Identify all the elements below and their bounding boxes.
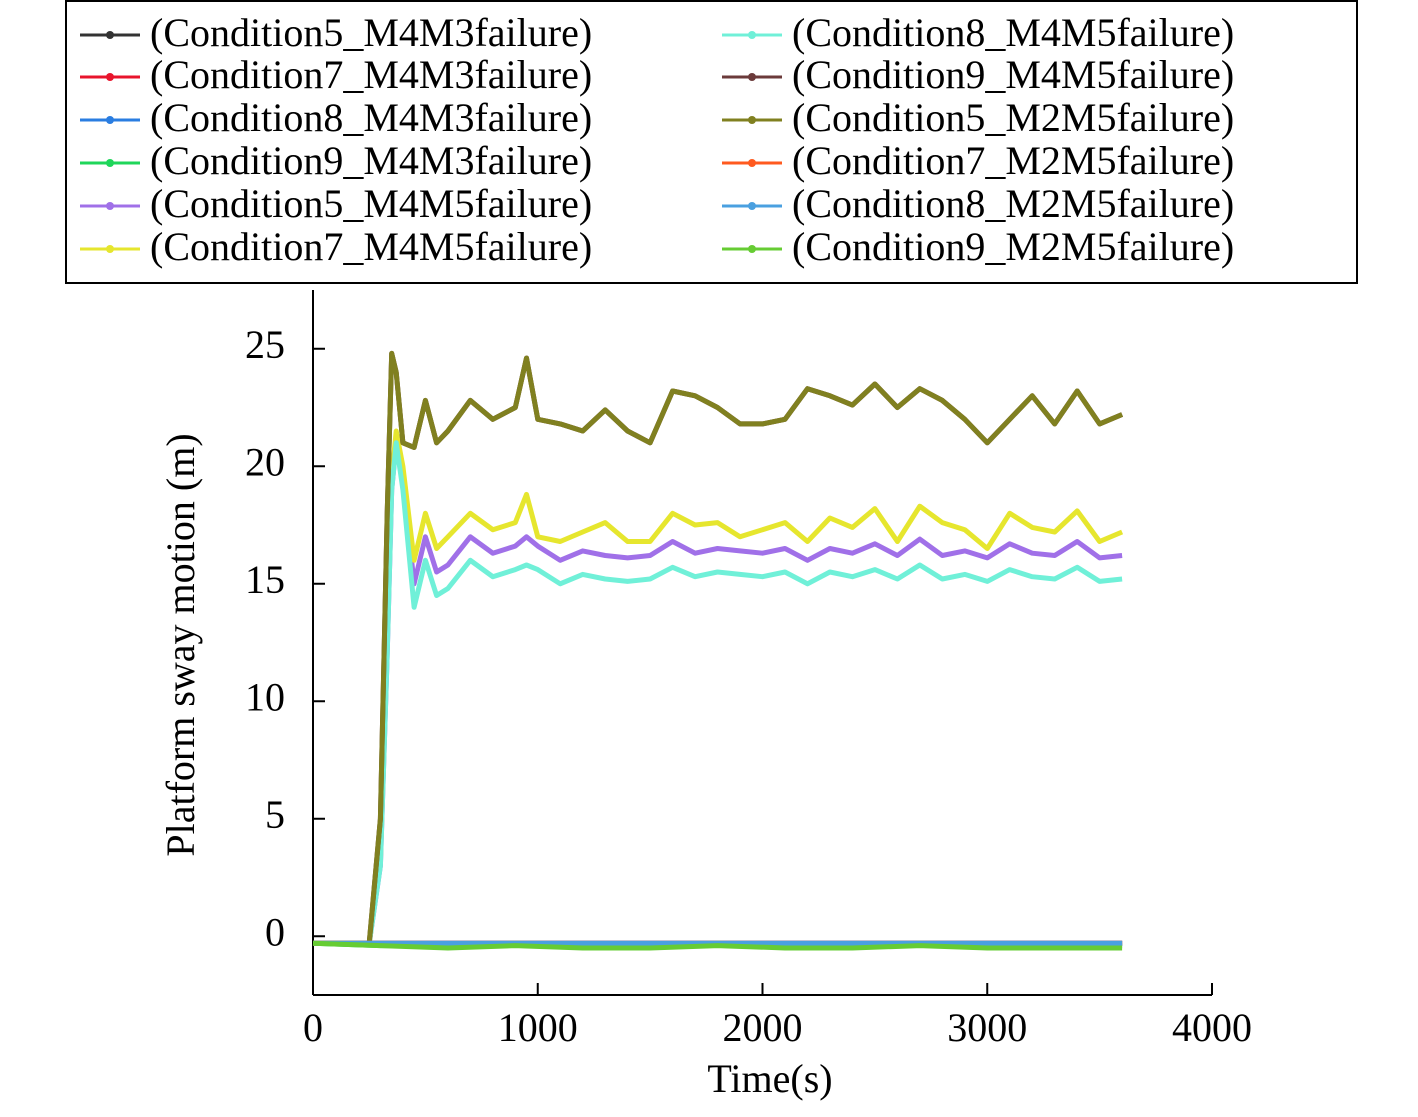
y-tick-label: 20 xyxy=(245,439,285,484)
legend-marker xyxy=(748,202,756,210)
legend-marker xyxy=(106,31,114,39)
legend-label: (Condition7_M4M3failure) xyxy=(150,52,592,97)
x-tick-label: 3000 xyxy=(947,1005,1027,1050)
legend-marker xyxy=(748,245,756,253)
series-line xyxy=(313,440,1123,946)
legend-marker xyxy=(106,73,114,81)
y-tick-label: 15 xyxy=(245,557,285,602)
legend-label: (Condition9_M4M3failure) xyxy=(150,138,592,183)
series-line xyxy=(313,428,1124,946)
legend-marker xyxy=(748,159,756,167)
y-tick-label: 10 xyxy=(245,674,285,719)
legend-label: (Condition9_M4M5failure) xyxy=(792,52,1234,97)
legend-label: (Condition7_M2M5failure) xyxy=(792,138,1234,183)
legend-label: (Condition5_M4M3failure) xyxy=(150,10,592,55)
legend-marker xyxy=(106,245,114,253)
x-tick-label: 1000 xyxy=(498,1005,578,1050)
y-tick-label: 0 xyxy=(265,909,285,954)
legend-marker xyxy=(106,159,114,167)
legend-label: (Condition5_M2M5failure) xyxy=(792,95,1234,140)
series-line xyxy=(312,940,1123,951)
legend-label: (Condition5_M4M5failure) xyxy=(150,181,592,226)
legend-label: (Condition8_M2M5failure) xyxy=(792,181,1234,226)
legend-label: (Condition8_M4M5failure) xyxy=(792,10,1234,55)
y-axis-label: Platform sway motion (m) xyxy=(158,433,203,856)
legend-label: (Condition8_M4M3failure) xyxy=(150,95,592,140)
series-line xyxy=(313,350,1124,946)
x-tick-label: 0 xyxy=(303,1005,323,1050)
x-axis-label: Time(s) xyxy=(707,1056,832,1101)
legend-marker xyxy=(748,73,756,81)
legend-marker xyxy=(748,116,756,124)
x-tick-label: 4000 xyxy=(1172,1005,1252,1050)
legend-marker xyxy=(748,31,756,39)
series-line xyxy=(313,440,1123,946)
legend-label: (Condition9_M2M5failure) xyxy=(792,224,1234,269)
y-tick-label: 25 xyxy=(245,322,285,367)
x-tick-label: 2000 xyxy=(723,1005,803,1050)
legend-marker xyxy=(106,116,114,124)
y-tick-label: 5 xyxy=(265,792,285,837)
legend-marker xyxy=(106,202,114,210)
legend-label: (Condition7_M4M5failure) xyxy=(150,224,592,269)
legend-box xyxy=(65,0,1358,284)
